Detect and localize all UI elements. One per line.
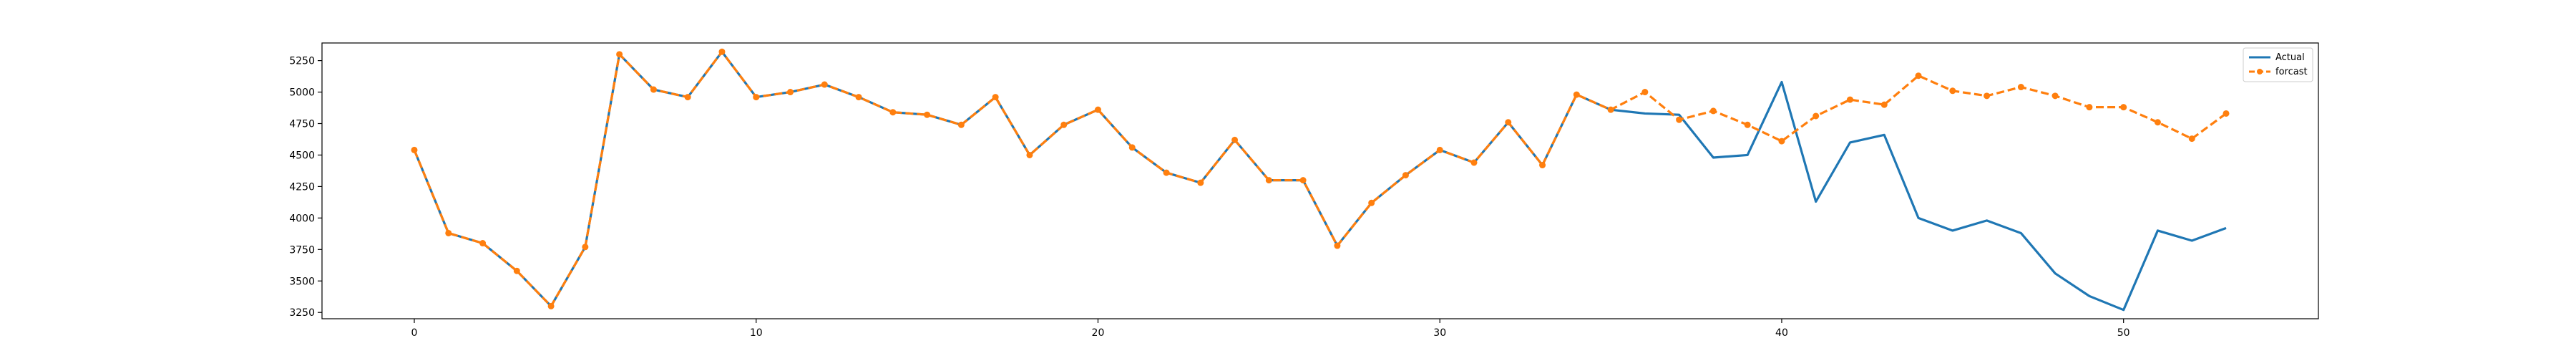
data-point-forcast bbox=[889, 109, 897, 116]
axes-frame bbox=[321, 42, 2319, 319]
data-point-forcast bbox=[1436, 146, 1443, 153]
y-tick-label: 3250 bbox=[289, 307, 315, 319]
series-line-forcast bbox=[413, 50, 2227, 308]
legend-forcast-label: forcast bbox=[2275, 67, 2308, 77]
data-point-forcast bbox=[582, 244, 589, 251]
y-tick-label: 4500 bbox=[289, 150, 315, 161]
data-point-forcast bbox=[1026, 151, 1033, 158]
data-point-forcast bbox=[411, 146, 418, 153]
data-point-forcast bbox=[1060, 121, 1068, 128]
y-tick-label: 4750 bbox=[289, 119, 315, 130]
data-point-forcast bbox=[650, 86, 657, 93]
data-point-forcast bbox=[1299, 177, 1307, 184]
data-point-forcast bbox=[1676, 116, 1683, 123]
data-point-forcast bbox=[445, 229, 452, 236]
legend-forcast-marker bbox=[2257, 69, 2263, 74]
data-point-forcast bbox=[924, 111, 931, 118]
data-point-forcast bbox=[1880, 101, 1888, 108]
y-tick-label: 3500 bbox=[289, 276, 315, 287]
data-point-forcast bbox=[513, 267, 520, 274]
data-point-forcast bbox=[957, 121, 965, 128]
data-point-forcast bbox=[855, 94, 862, 101]
data-point-forcast bbox=[1949, 87, 1956, 95]
y-axis: 3250 3500 3750 4000 4250 4500 4750 5000 5250 bbox=[289, 56, 322, 319]
data-point-forcast bbox=[1915, 72, 1922, 80]
data-point-forcast bbox=[1607, 106, 1614, 113]
data-point-forcast bbox=[2017, 84, 2024, 91]
data-point-forcast bbox=[718, 48, 726, 55]
data-point-forcast bbox=[1128, 144, 1136, 151]
data-point-forcast bbox=[1847, 96, 1853, 103]
data-point-forcast bbox=[2051, 92, 2059, 100]
data-point-forcast bbox=[1778, 138, 1785, 145]
x-tick-label: 50 bbox=[2117, 327, 2130, 339]
data-point-forcast bbox=[1334, 242, 1341, 249]
data-point-forcast bbox=[753, 94, 760, 101]
y-tick-label: 4250 bbox=[289, 181, 315, 193]
data-point-forcast bbox=[1813, 112, 1820, 120]
data-point-forcast bbox=[479, 240, 487, 247]
data-point-forcast bbox=[2154, 119, 2161, 126]
y-tick-label: 4000 bbox=[289, 213, 315, 224]
data-point-forcast bbox=[2120, 104, 2127, 111]
data-point-forcast bbox=[1573, 91, 1580, 98]
data-point-forcast bbox=[1470, 159, 1478, 166]
x-tick-label: 30 bbox=[1433, 327, 1446, 339]
data-point-forcast bbox=[787, 89, 794, 96]
data-point-forcast bbox=[616, 51, 623, 58]
data-point-forcast bbox=[1265, 177, 1272, 184]
data-point-forcast bbox=[2086, 104, 2093, 111]
data-point-forcast bbox=[1197, 179, 1204, 186]
data-point-forcast bbox=[1402, 172, 1409, 179]
data-point-forcast bbox=[1368, 199, 1375, 206]
data-point-forcast bbox=[1094, 106, 1101, 113]
data-point-forcast bbox=[684, 94, 691, 101]
y-tick-label: 3750 bbox=[289, 244, 315, 256]
y-tick-label: 5250 bbox=[289, 56, 315, 67]
x-tick-label: 40 bbox=[1775, 327, 1788, 339]
data-point-forcast bbox=[1231, 136, 1239, 143]
legend: Actual forcast bbox=[2243, 47, 2313, 82]
plot-area bbox=[322, 43, 2318, 319]
y-tick-label: 5000 bbox=[289, 87, 315, 99]
data-point-forcast bbox=[1744, 121, 1751, 128]
data-point-forcast bbox=[2188, 135, 2195, 143]
data-point-forcast bbox=[1505, 119, 1512, 126]
data-point-forcast bbox=[821, 81, 828, 88]
data-point-forcast bbox=[1163, 169, 1170, 176]
x-tick-label: 20 bbox=[1092, 327, 1105, 339]
data-point-forcast bbox=[2223, 110, 2230, 117]
series-forcast bbox=[411, 48, 2230, 309]
data-point-forcast bbox=[1539, 162, 1546, 169]
data-point-forcast bbox=[1984, 92, 1991, 100]
data-point-forcast bbox=[1709, 107, 1717, 115]
x-axis: 0 10 20 30 40 50 bbox=[411, 319, 2130, 339]
series-layer bbox=[411, 48, 2230, 312]
x-tick-label: 10 bbox=[750, 327, 763, 339]
data-point-forcast bbox=[992, 94, 999, 101]
data-point-forcast bbox=[547, 302, 555, 309]
legend-actual-label: Actual bbox=[2275, 52, 2305, 63]
data-point-forcast bbox=[1641, 89, 1649, 96]
x-tick-label: 0 bbox=[411, 327, 418, 339]
